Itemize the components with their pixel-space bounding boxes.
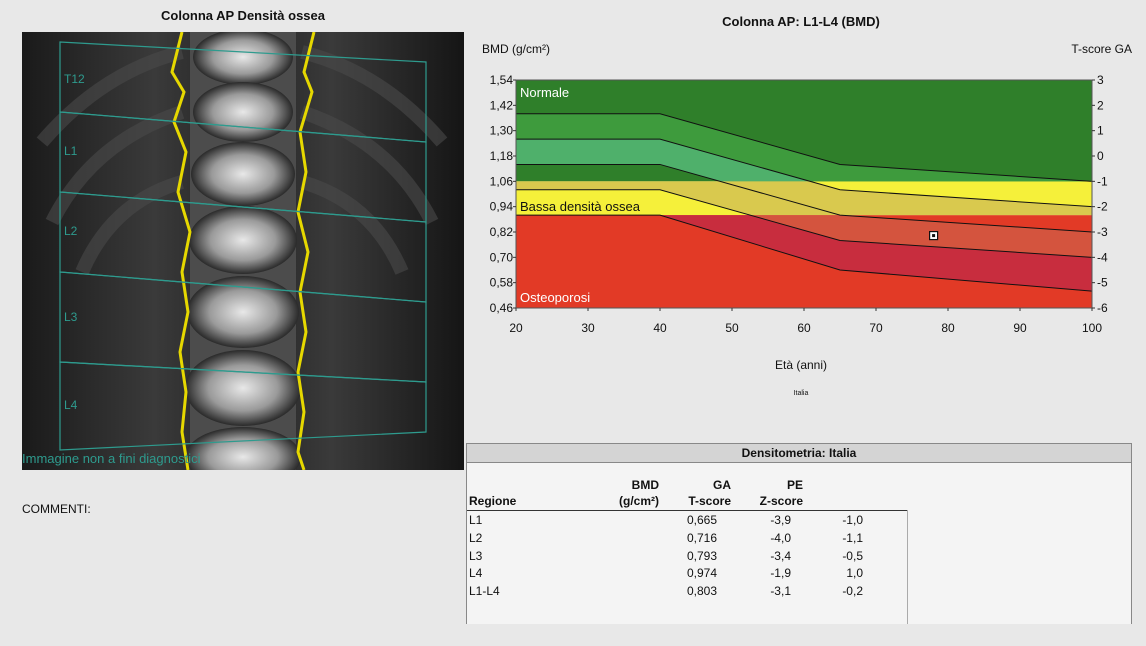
col-header-ga: GA — [713, 478, 731, 492]
table-title: Densitometria: Italia — [467, 444, 1131, 463]
zone-label-low: Bassa densità ossea — [520, 199, 641, 214]
reference-curve — [516, 163, 1093, 233]
band-osteo-2 — [516, 215, 1092, 292]
row-bmd: 0,803 — [686, 584, 717, 599]
col-header-region: Regione — [469, 494, 517, 508]
row-region: L4 — [469, 566, 483, 581]
band-osteo-1 — [750, 215, 1092, 258]
tscore-tick-label: -5 — [1097, 276, 1108, 290]
col-header-bmd-unit: (g/cm²) — [619, 494, 659, 508]
row-bmd: 0,716 — [686, 530, 717, 545]
roi-label-l2: L2 — [64, 224, 78, 238]
table-header-rule — [467, 510, 907, 511]
spine-scan-image: T12 L1 L2 L3 L4 Immagine non a fini diag… — [22, 32, 464, 470]
x-tick-label: 30 — [581, 321, 595, 335]
band-normal-2 — [516, 139, 811, 182]
roi-label-l4: L4 — [64, 398, 78, 412]
reference-curve — [516, 189, 1093, 258]
row-bmd: 0,974 — [686, 566, 717, 581]
row-tscore: -3,4 — [770, 548, 791, 563]
x-tick-label: 40 — [653, 321, 667, 335]
x-tick-label: 100 — [1082, 321, 1102, 335]
y-tick-label: 0,46 — [490, 301, 514, 315]
table-row: L3 0,793 -3,4 -0,5 — [467, 548, 907, 565]
row-tscore: -3,9 — [770, 513, 791, 527]
row-bmd: 0,793 — [686, 548, 717, 563]
row-zscore: 1,0 — [846, 566, 863, 581]
reference-curve — [516, 113, 1093, 182]
row-region: L1 — [469, 513, 483, 527]
densitometry-table: Densitometria: Italia Regione BMD (g/cm²… — [466, 443, 1132, 624]
tscore-tick-label: -1 — [1097, 174, 1108, 188]
reference-curve — [516, 138, 1093, 208]
zone-label-normal: Normale — [520, 85, 569, 100]
tscore-tick-label: 0 — [1097, 149, 1104, 163]
tscore-tick-label: 3 — [1097, 73, 1104, 87]
x-tick-label: 90 — [1013, 321, 1027, 335]
y-tick-label: 0,82 — [490, 225, 514, 239]
chart-title: Colonna AP: L1-L4 (BMD) — [722, 14, 880, 29]
tscore-tick-label: -4 — [1097, 250, 1108, 264]
row-bmd: 0,665 — [686, 513, 717, 527]
reference-curve — [516, 214, 1093, 292]
table-row: L2 0,716 -4,0 -1,1 — [467, 530, 907, 547]
y-tick-label: 1,54 — [490, 73, 514, 87]
row-tscore: -4,0 — [770, 530, 791, 545]
tscore-tick-label: -3 — [1097, 225, 1108, 239]
chart-y-axis-right-label: T-score GA — [1071, 42, 1132, 56]
row-tscore: -3,1 — [770, 584, 791, 599]
col-header-bmd: BMD — [631, 478, 659, 492]
x-tick-label: 60 — [797, 321, 811, 335]
y-tick-label: 0,70 — [490, 250, 514, 264]
x-tick-label: 80 — [941, 321, 955, 335]
x-tick-label: 20 — [509, 321, 523, 335]
x-tick-label: 70 — [869, 321, 883, 335]
row-tscore: -1,9 — [770, 566, 791, 581]
col-header-zscore: Z-score — [759, 494, 803, 508]
roi-label-l1: L1 — [64, 144, 78, 158]
tscore-tick-label: -2 — [1097, 200, 1108, 214]
scan-disclaimer: Immagine non a fini diagnostici — [22, 451, 201, 466]
y-tick-label: 0,58 — [490, 276, 514, 290]
band-low-1 — [719, 181, 1092, 216]
roi-label-l3: L3 — [64, 310, 78, 324]
table-row: L1 0,665 -3,9 -1,0 — [467, 512, 907, 529]
col-header-tscore: T-score — [688, 494, 731, 508]
row-zscore: -0,2 — [842, 584, 863, 599]
y-tick-label: 1,42 — [490, 98, 514, 112]
y-tick-label: 1,06 — [490, 174, 514, 188]
chart-y-axis-label: BMD (g/cm²) — [482, 42, 550, 56]
row-zscore: -1,0 — [842, 513, 863, 527]
y-tick-label: 0,94 — [490, 200, 514, 214]
chart-x-axis-label: Età (anni) — [774, 358, 828, 372]
y-tick-label: 1,18 — [490, 149, 514, 163]
y-tick-label: 1,30 — [490, 124, 514, 138]
tscore-tick-label: -6 — [1097, 301, 1108, 315]
x-tick-label: 50 — [725, 321, 739, 335]
spine-scan-drawing — [22, 32, 464, 470]
roi-label-t12: T12 — [64, 72, 85, 86]
row-zscore: -0,5 — [842, 548, 863, 563]
tscore-tick-label: 1 — [1097, 124, 1104, 138]
patient-marker-dot — [932, 234, 936, 238]
scan-title: Colonna AP Densità ossea — [161, 8, 325, 23]
band-normal-1 — [516, 113, 1092, 182]
comments-label: COMMENTI: — [22, 502, 91, 516]
zone-label-osteo: Osteoporosi — [520, 290, 590, 305]
table-column-divider — [907, 510, 908, 624]
row-zscore: -1,1 — [842, 530, 863, 545]
table-row: L1-L4 0,803 -3,1 -0,2 — [467, 583, 907, 600]
col-header-pe: PE — [786, 478, 803, 492]
row-region: L3 — [469, 548, 483, 563]
row-region: L2 — [469, 530, 483, 545]
table-row: L4 0,974 -1,9 1,0 — [467, 565, 907, 582]
tscore-tick-label: 2 — [1097, 98, 1104, 112]
bmd-reference-chart: 1,54 1,42 1,30 1,18 1,06 0,94 0,82 0,70 0,58 0,46… — [490, 73, 1108, 335]
chart-reference-note: Italia — [793, 390, 809, 397]
row-region: L1-L4 — [469, 584, 500, 599]
